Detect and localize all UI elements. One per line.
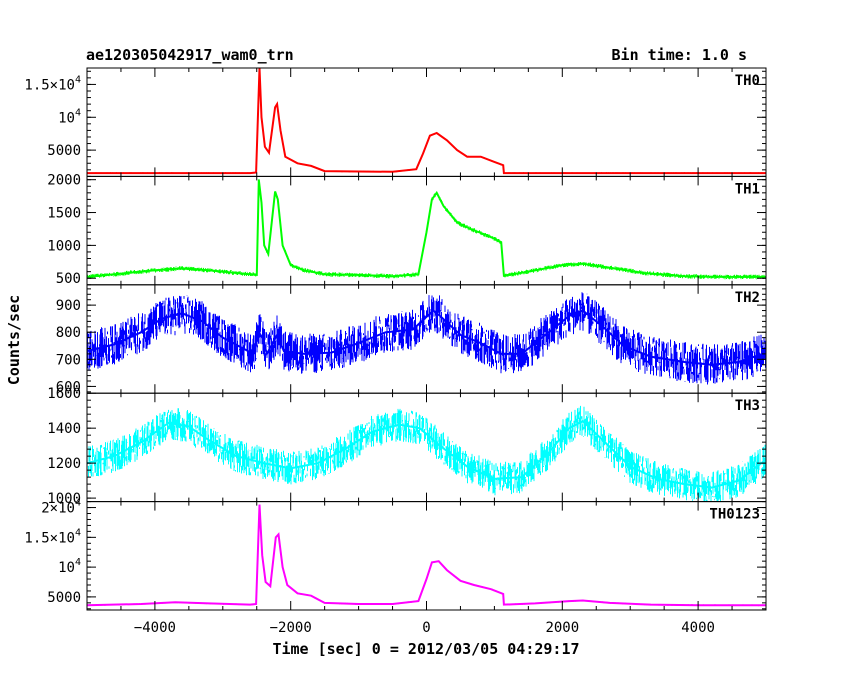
series-th0123-noise [87, 514, 766, 607]
y-tick-label: 5000 [47, 590, 81, 606]
y-tick-label: 800 [56, 325, 81, 341]
y-tick-label: 5000 [47, 143, 81, 159]
y-tick-label: 700 [56, 352, 81, 368]
x-tick-label: −2000 [270, 620, 312, 636]
y-tick-label: 2000 [47, 173, 81, 189]
y-tick-label: 1400 [47, 421, 81, 437]
panel-frame [86, 284, 767, 394]
panel-th2: 600 700 800 900 TH2 [56, 284, 767, 395]
y-tick-label: 1.5×104 [24, 74, 81, 93]
y-tick-label: 1500 [47, 206, 81, 222]
y-axis-title: Counts/sec [5, 295, 23, 385]
series-th0-noise [87, 68, 766, 174]
series-th1-line [87, 179, 766, 278]
panel-label: TH0 [735, 73, 760, 89]
series-th3-noise [87, 405, 766, 502]
y-tick-label: 1000 [47, 491, 81, 507]
y-tick-label: 1.5×104 [24, 527, 81, 546]
x-tick-label: 0 [422, 620, 430, 636]
panel-label: TH0123 [709, 507, 760, 523]
panel-th1: 500 1000 1500 2000 TH1 [47, 173, 767, 287]
y-tick-label: 1200 [47, 456, 81, 472]
y-tick-label: 1600 [47, 386, 81, 402]
series-th0123-line [87, 504, 766, 607]
x-axis: −4000 −2000 0 2000 4000 [134, 620, 715, 636]
bin-time-label: Bin time: 1.0 s [612, 46, 747, 64]
series-th2-noise [87, 292, 766, 385]
x-tick-label: −4000 [134, 620, 176, 636]
y-tick-label: 1000 [47, 238, 81, 254]
panel-th3: 1000 1200 1400 1600 TH3 [47, 386, 767, 507]
series-th3-line [87, 419, 766, 489]
chart-title: ae120305042917_wam0_trn [86, 46, 294, 64]
panel-label: TH3 [735, 398, 760, 414]
panel-th0: 5000 104 1.5×104 TH0 [24, 67, 767, 177]
series-th2-line [87, 309, 766, 366]
panel-label: TH1 [735, 181, 760, 197]
panel-frame [86, 501, 767, 611]
y-tick-label: 900 [56, 298, 81, 314]
y-tick-label: 104 [58, 107, 81, 126]
x-axis-title: Time [sec] 0 = 2012/03/05 04:29:17 [272, 640, 579, 658]
panel-frame [86, 67, 767, 177]
panel-label: TH2 [735, 290, 760, 306]
y-tick-label: 2×104 [41, 498, 81, 517]
y-tick-label: 500 [56, 271, 81, 287]
x-tick-label: 2000 [545, 620, 579, 636]
series-th0-line [87, 68, 766, 175]
panel-th0123: 5000 104 1.5×104 2×104 TH0123 [24, 498, 767, 611]
y-tick-label: 600 [56, 379, 81, 395]
panels-group: 5000 104 1.5×104 TH0 500 1000 1500 2000 TH1 600 70… [24, 67, 767, 611]
y-tick-label: 104 [58, 557, 81, 576]
x-tick-label: 4000 [681, 620, 715, 636]
